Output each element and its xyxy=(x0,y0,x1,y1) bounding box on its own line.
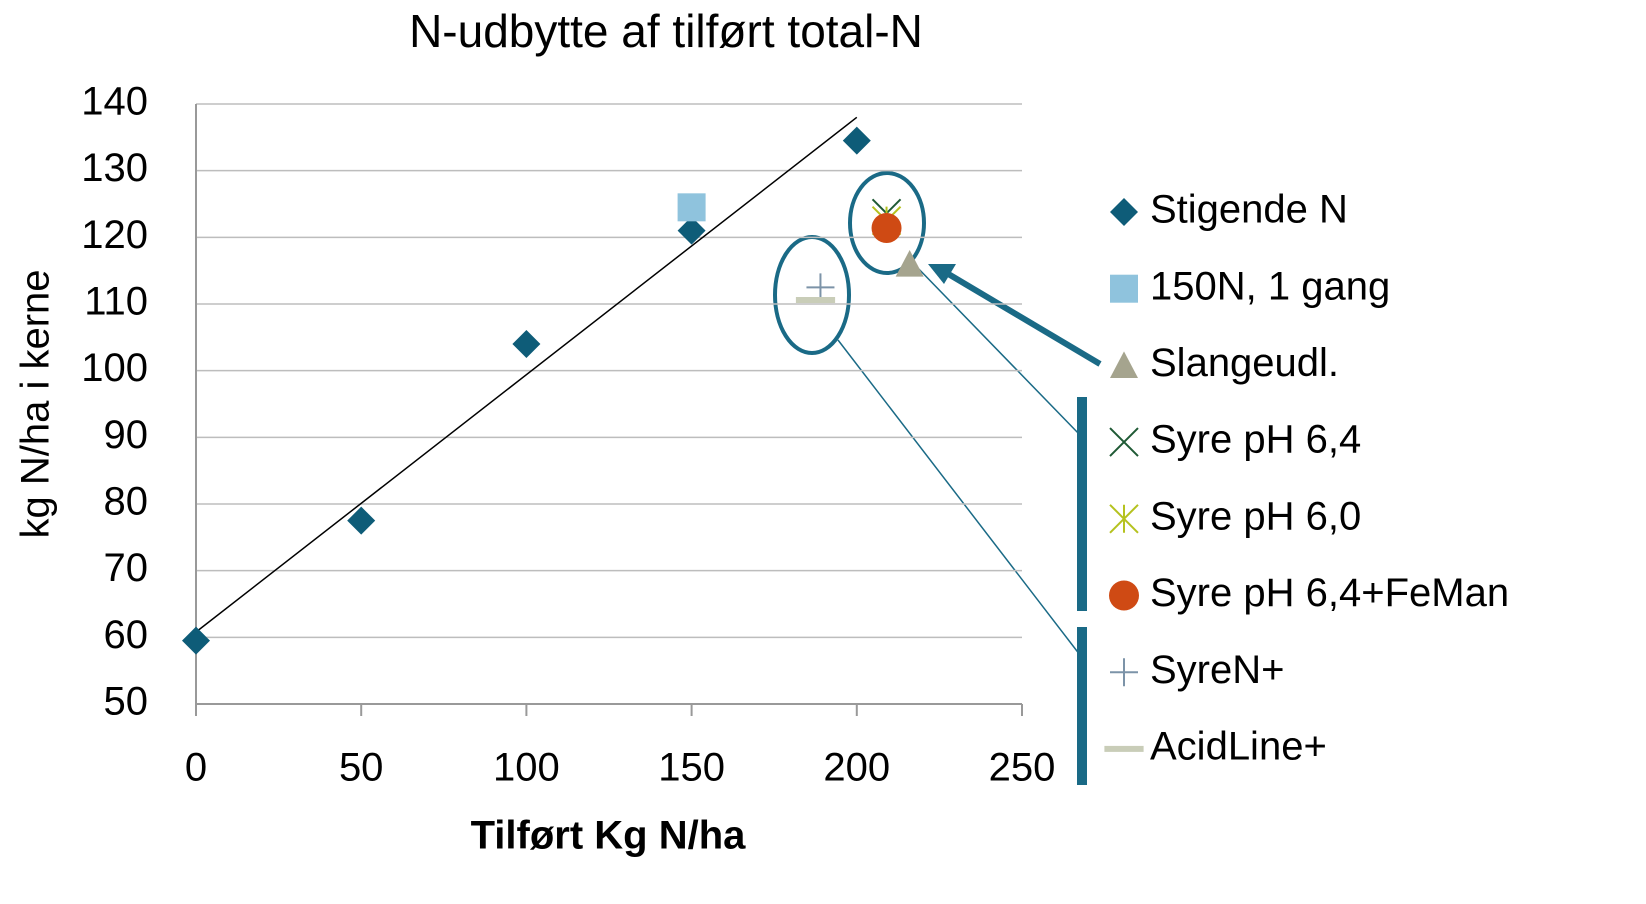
y-tick-label: 100 xyxy=(81,346,148,390)
highlight-ellipse xyxy=(773,235,851,355)
y-tick-label: 50 xyxy=(104,680,149,724)
legend-marker xyxy=(1104,745,1144,752)
legend-marker xyxy=(1109,580,1139,611)
point xyxy=(806,273,835,302)
x-tick-label: 250 xyxy=(989,746,1056,790)
legend-label: SyreN+ xyxy=(1150,648,1285,692)
y-tick-label: 90 xyxy=(104,413,149,457)
y-tick-label: 120 xyxy=(81,213,148,257)
connector xyxy=(837,339,1081,656)
connector xyxy=(911,261,1081,436)
y-tick-label: 130 xyxy=(81,146,148,190)
legend-marker xyxy=(1110,351,1138,378)
point xyxy=(842,126,871,155)
legend-label: Syre pH 6,4 xyxy=(1150,418,1361,462)
legend-label: Stigende N xyxy=(1150,188,1348,232)
legend-label: 150N, 1 gang xyxy=(1150,264,1390,308)
trendline xyxy=(195,116,858,633)
point xyxy=(182,626,210,655)
x-tick-label: 50 xyxy=(339,746,384,790)
x-tick-label: 150 xyxy=(658,746,725,790)
x-axis-label: Tilført Kg N/ha xyxy=(471,814,747,858)
highlight-ellipse xyxy=(848,171,926,275)
x-tick-label: 0 xyxy=(185,746,207,790)
legend-label: AcidLine+ xyxy=(1150,724,1327,768)
x-tick-label: 100 xyxy=(493,746,560,790)
arrow xyxy=(943,269,1102,367)
y-tick-label: 110 xyxy=(84,280,148,324)
point xyxy=(895,250,924,277)
y-tick-label: 140 xyxy=(81,80,148,124)
y-tick-label: 60 xyxy=(104,613,149,657)
x-tick-label: 200 xyxy=(823,746,890,790)
bracket xyxy=(1077,627,1087,785)
point xyxy=(795,297,836,303)
legend-marker xyxy=(1110,274,1138,303)
y-tick-label: 80 xyxy=(104,480,149,524)
y-tick-label: 70 xyxy=(104,546,149,590)
legend-label: Syre pH 6,4+FeMan xyxy=(1150,571,1509,615)
point xyxy=(871,213,902,243)
y-axis-label: kg N/ha i kerne xyxy=(14,269,58,538)
arrow-head xyxy=(928,264,956,284)
bracket xyxy=(1077,397,1087,611)
legend-marker xyxy=(1110,658,1138,687)
point xyxy=(677,193,706,222)
legend-label: Slangeudl. xyxy=(1150,341,1339,385)
chart-title: N-udbytte af tilført total-N xyxy=(409,5,923,57)
legend-marker xyxy=(1109,427,1139,457)
legend-label: Syre pH 6,0 xyxy=(1150,494,1361,538)
annotations xyxy=(773,171,1102,785)
legend-marker xyxy=(1109,504,1139,534)
legend-marker xyxy=(1110,198,1138,226)
point xyxy=(677,216,706,245)
point xyxy=(347,506,376,535)
point xyxy=(512,330,541,358)
